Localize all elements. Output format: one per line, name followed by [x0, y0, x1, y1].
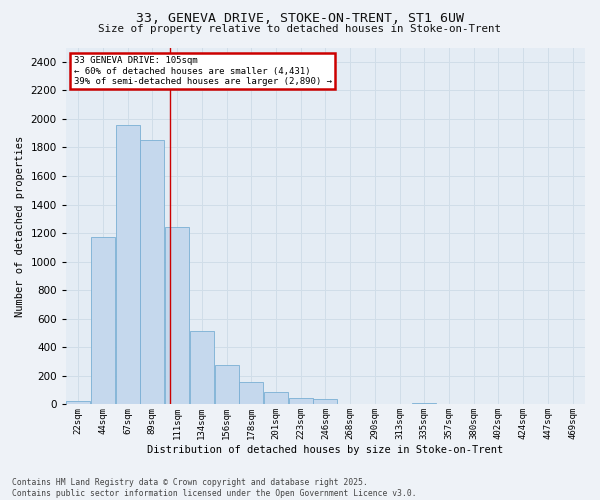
- Bar: [116, 124, 140, 404]
- Text: 33 GENEVA DRIVE: 105sqm
← 60% of detached houses are smaller (4,431)
39% of semi: 33 GENEVA DRIVE: 105sqm ← 60% of detache…: [74, 56, 332, 86]
- Bar: [190, 331, 214, 404]
- Y-axis label: Number of detached properties: Number of detached properties: [15, 136, 25, 316]
- Bar: [165, 228, 189, 404]
- Bar: [66, 401, 90, 404]
- Bar: [313, 400, 337, 404]
- Bar: [140, 140, 164, 404]
- Text: Size of property relative to detached houses in Stoke-on-Trent: Size of property relative to detached ho…: [98, 24, 502, 34]
- Bar: [289, 398, 313, 404]
- Bar: [91, 238, 115, 404]
- Bar: [215, 365, 239, 405]
- Bar: [412, 403, 436, 404]
- Bar: [264, 392, 288, 404]
- Text: 33, GENEVA DRIVE, STOKE-ON-TRENT, ST1 6UW: 33, GENEVA DRIVE, STOKE-ON-TRENT, ST1 6U…: [136, 12, 464, 26]
- Text: Contains HM Land Registry data © Crown copyright and database right 2025.
Contai: Contains HM Land Registry data © Crown c…: [12, 478, 416, 498]
- X-axis label: Distribution of detached houses by size in Stoke-on-Trent: Distribution of detached houses by size …: [147, 445, 503, 455]
- Bar: [239, 382, 263, 404]
